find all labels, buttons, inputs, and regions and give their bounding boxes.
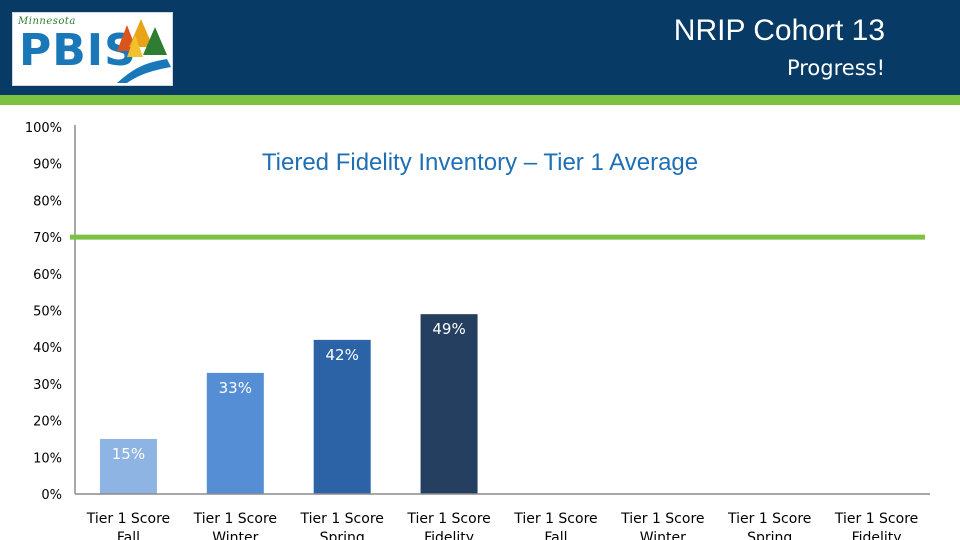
- bar: [99, 438, 157, 494]
- bar-chart: 0% 10% 20% 30% 40% 50% 60% 70% 80% 90% 100% 15% 33%…: [25, 121, 930, 540]
- x-tick-label: Tier 1 Score Fall: [513, 511, 597, 540]
- x-tick-label: Tier 1 Score Spring: [727, 511, 811, 540]
- pbis-logo: Minnesota PBIS: [12, 12, 173, 86]
- y-tick-label: 80%: [33, 194, 62, 209]
- y-tick-label: 100%: [25, 121, 62, 136]
- x-tick-label: Tier 1 Score Winter: [620, 511, 704, 540]
- x-tick-label: Tier 1 Score Spring: [299, 511, 383, 540]
- header-bar: Minnesota PBIS NRIP Cohort 13 Progress!: [0, 0, 960, 95]
- page-subtitle: Progress!: [786, 56, 885, 80]
- bar-value-label: 33%: [219, 379, 252, 397]
- bar: [206, 372, 264, 494]
- page-title: NRIP Cohort 13: [673, 14, 885, 47]
- x-tick-label: Tier 1 Score Fidelity: [406, 511, 490, 540]
- y-tick-label: 0%: [41, 488, 62, 503]
- y-tick-label: 30%: [33, 378, 62, 393]
- x-tick-label: Tier 1 Score Fall: [86, 511, 170, 540]
- y-tick-label: 10%: [33, 451, 62, 466]
- bar-value-label: 15%: [112, 445, 145, 463]
- bar: [313, 339, 371, 494]
- x-tick-label: Tier 1 Score Fidelity: [834, 511, 918, 540]
- x-tick-label: Tier 1 Score Winter: [193, 511, 277, 540]
- y-tick-label: 40%: [33, 341, 62, 356]
- bar: [420, 314, 478, 494]
- y-tick-label: 70%: [33, 231, 62, 246]
- y-tick-label: 50%: [33, 305, 62, 320]
- logo-brand-text: PBIS: [19, 25, 137, 76]
- y-tick-label: 60%: [33, 268, 62, 283]
- trees-icon: [117, 19, 171, 83]
- y-tick-label: 20%: [33, 415, 62, 430]
- bar-value-label: 42%: [326, 346, 359, 364]
- header-accent-stripe: [0, 95, 960, 105]
- chart-title: Tiered Fidelity Inventory – Tier 1 Avera…: [262, 149, 698, 176]
- logo-state-text: Minnesota: [18, 16, 76, 27]
- y-tick-label: 90%: [33, 158, 62, 173]
- bar-value-label: 49%: [432, 320, 465, 338]
